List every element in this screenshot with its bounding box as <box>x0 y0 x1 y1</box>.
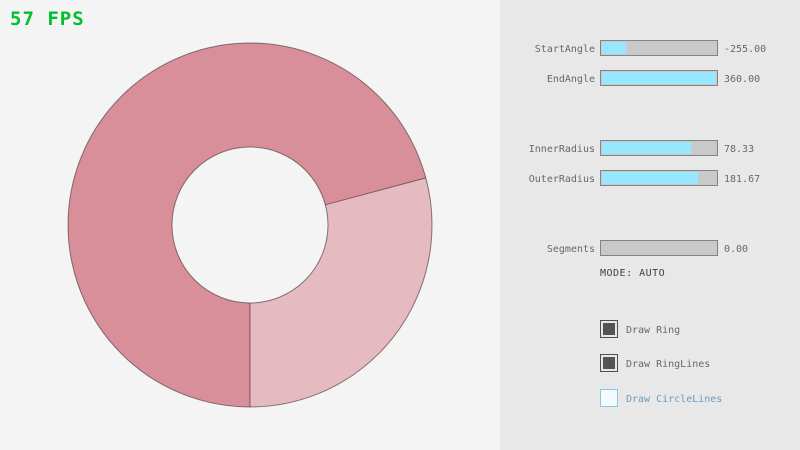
slider-label-inner-radius: InnerRadius <box>528 144 595 155</box>
draw-ringlines-checkbox[interactable] <box>600 354 618 372</box>
draw-ring-label: Draw Ring <box>626 325 681 336</box>
slider-value-inner-radius: 78.33 <box>724 144 755 155</box>
slider-fill <box>602 72 716 84</box>
ring-outline-inner <box>171 146 329 304</box>
draw-circlelines-label: Draw CircleLines <box>626 394 723 405</box>
slider-fill <box>602 142 691 154</box>
outer-radius-slider[interactable] <box>600 170 718 186</box>
slider-value-segments: 0.00 <box>724 244 749 255</box>
slider-label-segments: Segments <box>546 244 595 255</box>
slider-row-inner-radius: InnerRadius 78.33 <box>500 140 800 156</box>
slider-fill <box>602 42 626 54</box>
end-angle-slider[interactable] <box>600 70 718 86</box>
inner-radius-slider[interactable] <box>600 140 718 156</box>
ring-outline-outer <box>67 42 433 408</box>
checkbox-row-draw-ring: Draw Ring <box>500 320 800 338</box>
checkbox-row-draw-circlelines: Draw CircleLines <box>500 389 800 407</box>
slider-label-end-angle: EndAngle <box>546 74 595 85</box>
slider-row-segments: Segments 0.00 <box>500 240 800 256</box>
slider-value-start-angle: -255.00 <box>724 44 767 55</box>
ring-wedge-light <box>250 177 433 407</box>
slider-value-end-angle: 360.00 <box>724 74 761 85</box>
ring-boundary-line-start <box>325 177 426 206</box>
render-canvas: 57 FPS <box>10 8 433 408</box>
draw-ringlines-label: Draw RingLines <box>626 359 711 370</box>
draw-ring-checkbox[interactable] <box>600 320 618 338</box>
slider-fill <box>602 172 698 184</box>
start-angle-slider[interactable] <box>600 40 718 56</box>
slider-value-outer-radius: 181.67 <box>724 174 761 185</box>
checkbox-row-draw-ringlines: Draw RingLines <box>500 354 800 372</box>
mode-text: MODE: AUTO <box>600 268 666 279</box>
slider-row-start-angle: StartAngle -255.00 <box>500 40 800 56</box>
fps-counter: 57 FPS <box>10 8 85 30</box>
draw-circlelines-checkbox[interactable] <box>600 389 618 407</box>
slider-row-end-angle: EndAngle 360.00 <box>500 70 800 86</box>
slider-label-start-angle: StartAngle <box>534 44 595 55</box>
slider-row-outer-radius: OuterRadius 181.67 <box>500 170 800 186</box>
controls-panel: StartAngle -255.00 EndAngle 360.00 Inner… <box>500 0 800 450</box>
slider-label-outer-radius: OuterRadius <box>528 174 595 185</box>
segments-slider[interactable] <box>600 240 718 256</box>
ring-figure <box>67 42 433 408</box>
